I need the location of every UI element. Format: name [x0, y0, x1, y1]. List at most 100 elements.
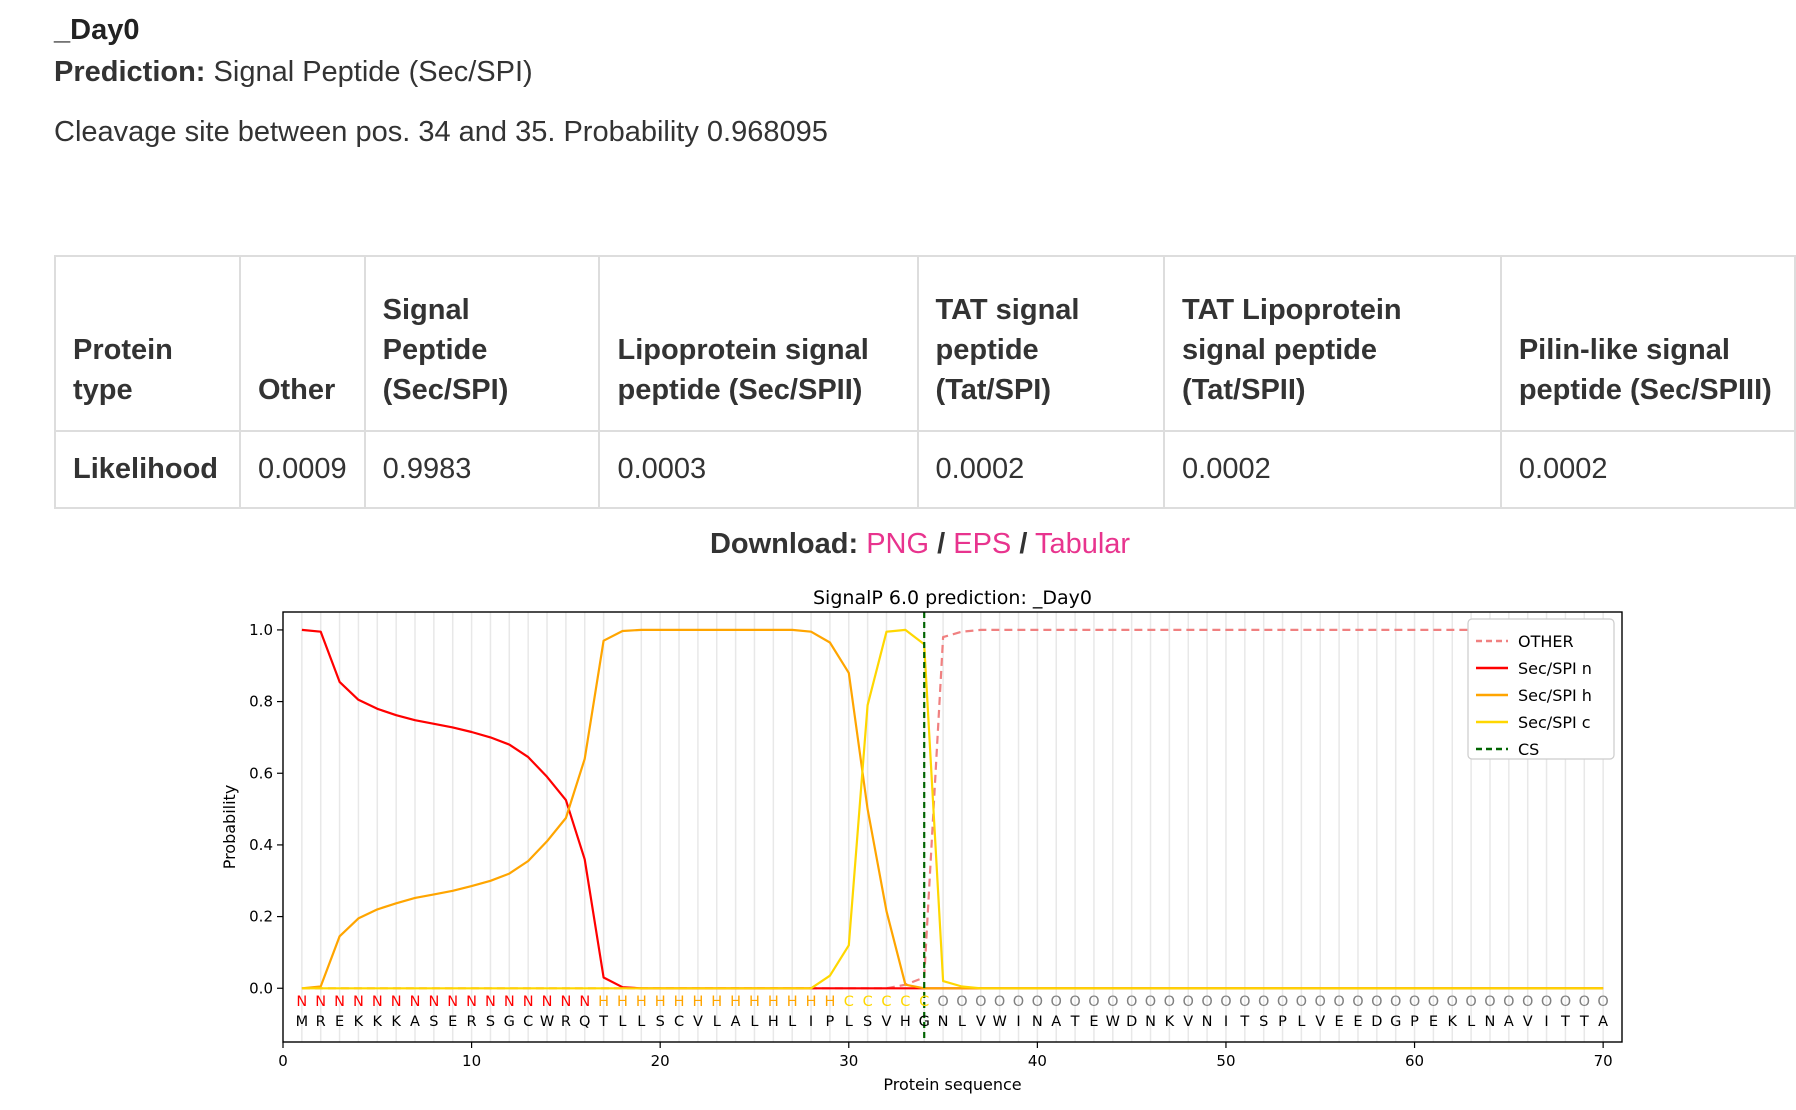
sequence-residue: L	[1467, 1014, 1475, 1030]
y-tick-label: 0.0	[249, 979, 273, 997]
sequence-residue: R	[561, 1014, 571, 1030]
region-label: C	[844, 994, 854, 1010]
sequence-residue: V	[882, 1014, 892, 1030]
region-label: H	[636, 994, 647, 1010]
sequence-name: _Day0	[54, 14, 140, 46]
sequence-residue: H	[900, 1014, 911, 1030]
sequence-residue: L	[750, 1014, 758, 1030]
region-label: O	[1277, 994, 1288, 1010]
sequence-residue: W	[540, 1014, 554, 1030]
sequence-residue: P	[1410, 1014, 1419, 1030]
x-tick-label: 70	[1594, 1052, 1613, 1070]
row-label-likelihood: Likelihood	[54, 430, 241, 509]
region-label: O	[1126, 994, 1137, 1010]
sequence-residue: K	[1448, 1014, 1458, 1030]
x-tick-label: 30	[839, 1052, 858, 1070]
sequence-residue: I	[1544, 1014, 1548, 1030]
table-header-row: Protein type Other Signal Peptide (Sec/S…	[54, 255, 1796, 432]
sequence-residue: T	[1560, 1014, 1570, 1030]
sequence-residue: E	[448, 1014, 457, 1030]
sequence-residue: G	[1390, 1014, 1401, 1030]
table-row: Likelihood 0.0009 0.9983 0.0003 0.0002 0…	[54, 430, 1796, 509]
region-label: O	[1239, 994, 1250, 1010]
header-sec-spi: Signal Peptide (Sec/SPI)	[363, 255, 601, 432]
sequence-residue: E	[1429, 1014, 1438, 1030]
region-label: O	[1522, 994, 1533, 1010]
download-eps-link[interactable]: EPS	[953, 528, 1012, 560]
sequence-residue: A	[1504, 1014, 1514, 1030]
region-label: H	[617, 994, 628, 1010]
region-label: N	[504, 994, 515, 1010]
x-tick-label: 10	[462, 1052, 481, 1070]
sequence-residue: V	[1183, 1014, 1193, 1030]
sequence-residue: S	[429, 1014, 438, 1030]
sequence-residue: A	[1598, 1014, 1608, 1030]
signalp-prediction-chart: SignalP 6.0 prediction: _Day0 0.0 0.2 0.4 0.…	[220, 587, 1623, 1094]
y-tick-label: 1.0	[249, 621, 273, 639]
region-label: N	[466, 994, 477, 1010]
sequence-residue: D	[1126, 1014, 1137, 1030]
region-label: C	[863, 994, 873, 1010]
sequence-residue: V	[1523, 1014, 1533, 1030]
sequence-residue: L	[958, 1014, 966, 1030]
sequence-residue: I	[1016, 1014, 1020, 1030]
sequence-residue: I	[809, 1014, 813, 1030]
sequence-residue: V	[1315, 1014, 1325, 1030]
sequence-residue: G	[919, 1014, 930, 1030]
sequence-residue: I	[1224, 1014, 1228, 1030]
region-label: O	[1013, 994, 1024, 1010]
region-label: O	[1333, 994, 1344, 1010]
x-tick-label: 0	[278, 1052, 288, 1070]
region-label: C	[881, 994, 891, 1010]
region-label: O	[956, 994, 967, 1010]
prediction-value: Signal Peptide (Sec/SPI)	[213, 56, 533, 88]
header-sec-spii: Lipoprotein signal peptide (Sec/SPII)	[598, 255, 919, 432]
value-sec-spiii: 0.0002	[1499, 430, 1796, 509]
sequence-residue: Q	[579, 1014, 590, 1030]
region-label: O	[1220, 994, 1231, 1010]
sequence-residue: N	[938, 1014, 949, 1030]
region-label: O	[1352, 994, 1363, 1010]
download-separator: /	[937, 528, 946, 560]
download-png-link[interactable]: PNG	[866, 528, 930, 560]
sequence-residue: N	[1485, 1014, 1496, 1030]
region-label: H	[711, 994, 722, 1010]
sequence-residue: E	[1089, 1014, 1098, 1030]
sequence-residue: G	[504, 1014, 515, 1030]
sequence-residue: T	[598, 1014, 608, 1030]
legend-label: OTHER	[1518, 632, 1574, 651]
region-label: O	[1597, 994, 1608, 1010]
region-label: O	[1183, 994, 1194, 1010]
sequence-residue: L	[618, 1014, 626, 1030]
download-label: Download:	[709, 528, 859, 560]
region-label: O	[1201, 994, 1212, 1010]
header-protein-type: Protein type	[54, 255, 241, 432]
y-tick-label: 0.4	[249, 836, 273, 854]
region-label: H	[806, 994, 817, 1010]
sequence-residue: H	[768, 1014, 779, 1030]
region-label: N	[579, 994, 590, 1010]
header-tat-spii: TAT Lipoprotein signal peptide (Tat/SPII…	[1163, 255, 1502, 432]
download-tabular-link[interactable]: Tabular	[1034, 528, 1131, 560]
y-tick-label: 0.8	[249, 693, 273, 711]
sequence-residue: W	[1106, 1014, 1120, 1030]
sequence-residue: C	[523, 1014, 533, 1030]
x-axis-label: Protein sequence	[883, 1075, 1021, 1094]
header-other: Other	[238, 255, 366, 432]
sequence-residue: S	[486, 1014, 495, 1030]
plot-frame	[282, 611, 1623, 1043]
download-separator: /	[1019, 528, 1028, 560]
region-label: O	[1258, 994, 1269, 1010]
region-label: N	[485, 994, 496, 1010]
region-label: N	[447, 994, 458, 1010]
sequence-residue: A	[1051, 1014, 1061, 1030]
value-tat-spii: 0.0002	[1163, 430, 1502, 509]
sequence-residue: T	[1070, 1014, 1080, 1030]
sequence-residue: L	[713, 1014, 721, 1030]
region-label: O	[975, 994, 986, 1010]
legend-label: Sec/SPI n	[1518, 659, 1592, 678]
region-label: O	[1447, 994, 1458, 1010]
region-label: O	[1503, 994, 1514, 1010]
region-label: N	[428, 994, 439, 1010]
region-label: N	[315, 994, 326, 1010]
